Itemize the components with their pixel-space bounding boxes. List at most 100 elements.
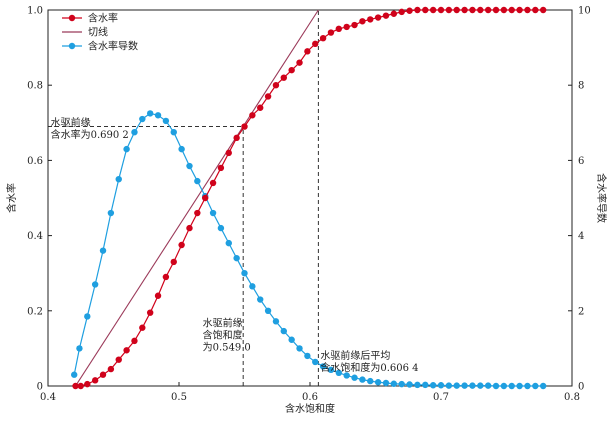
derivative-point (390, 380, 398, 387)
legend-swatch-marker (68, 42, 76, 50)
water-cut-point (296, 59, 303, 66)
water-cut-point (484, 6, 492, 14)
legend-label: 含水率导数 (88, 40, 138, 53)
water-cut-point (398, 8, 405, 16)
derivative-point (492, 382, 500, 390)
legend-label: 切线 (88, 26, 108, 39)
water-cut-point (162, 273, 170, 281)
water-cut-point (539, 6, 547, 14)
derivative-point (524, 382, 531, 390)
derivative-point (532, 382, 539, 390)
water-cut-point (351, 21, 358, 29)
x-tick-label: 0.6 (302, 392, 318, 403)
annotation-text: 水驱前缘 (51, 116, 91, 129)
legend-label: 含水率 (88, 12, 118, 25)
water-cut-point (414, 6, 421, 14)
x-axis-title: 含水饱和度 (285, 402, 335, 415)
x-tick-label: 0.4 (40, 392, 56, 403)
derivative-point (359, 376, 366, 383)
water-cut-point (429, 6, 437, 14)
axes (47, 9, 573, 387)
y-right-axis-title: 含水率导数 (595, 173, 608, 223)
derivative-point (469, 382, 476, 389)
water-cut-point (178, 241, 185, 249)
derivative-point (170, 129, 177, 136)
water-cut-point (461, 6, 468, 14)
derivative-point (146, 110, 154, 117)
derivative-point (422, 381, 429, 389)
derivative-point (76, 345, 83, 352)
water-cut-point (374, 14, 382, 21)
water-cut-point (91, 377, 99, 384)
water-cut-point (390, 10, 398, 17)
water-cut-point (123, 347, 130, 354)
y-left-tick-label: 0.4 (27, 231, 43, 242)
water-cut-point (327, 29, 335, 36)
derivative-point (343, 372, 350, 379)
water-cut-point (319, 35, 327, 42)
derivative-point (508, 382, 515, 390)
derivative-point (139, 115, 146, 123)
y-right-tick-label: 4 (578, 231, 584, 242)
water-cut-point (233, 134, 240, 142)
water-cut-point (241, 123, 248, 130)
water-cut-point (154, 292, 162, 299)
derivative-point (327, 366, 335, 374)
annotation-text: 水驱前缘后平均 (320, 349, 390, 362)
water-cut-point (508, 6, 515, 14)
annotation-text: 含水率为0.690 2 (51, 128, 129, 141)
water-cut-point (422, 6, 429, 14)
water-cut-point (288, 66, 295, 74)
derivative-point (374, 379, 382, 386)
derivative-point (445, 382, 453, 389)
derivative-point (233, 254, 240, 262)
water-cut-point (406, 7, 413, 14)
derivative-point (312, 358, 319, 366)
derivative-point (123, 145, 130, 153)
derivative-point (351, 374, 358, 381)
derivative-point (264, 307, 272, 314)
derivative-point (382, 379, 390, 387)
water-cut-point (382, 12, 390, 19)
water-cut-point (359, 18, 366, 25)
water-cut-point (524, 6, 531, 14)
x-tick-label: 0.7 (433, 392, 449, 403)
y-right-tick-label: 8 (578, 81, 584, 92)
y-left-tick-label: 0 (37, 382, 43, 393)
derivative-point (249, 283, 256, 290)
y-left-tick-label: 0.6 (27, 156, 43, 167)
water-cut-point (257, 104, 264, 111)
derivative-point (241, 270, 248, 277)
derivative-point (71, 371, 78, 378)
water-cut-point (225, 149, 232, 157)
derivative-point (194, 177, 201, 185)
derivative-point (477, 382, 484, 389)
derivative-point (461, 382, 468, 389)
annotation-text: 含饱和度 (203, 328, 243, 341)
y-left-tick-label: 0.8 (27, 81, 43, 92)
annotation-text: 含水饱和度为0.606 4 (320, 361, 418, 374)
water-cut-point (445, 6, 453, 14)
water-cut-point (217, 164, 225, 172)
water-cut-point (437, 6, 445, 14)
derivative-point (406, 381, 413, 388)
water-cut-point (72, 382, 79, 390)
water-cut-point (84, 380, 91, 388)
derivative-line (73, 112, 544, 387)
derivative-point (131, 129, 138, 136)
derivative-point (209, 209, 217, 217)
derivative-point (280, 327, 287, 335)
derivative-point (84, 313, 91, 320)
derivative-point (319, 363, 327, 370)
y-right-tick-label: 2 (578, 306, 584, 317)
water-cut-point (500, 6, 508, 14)
derivative-point (516, 382, 523, 390)
water-cut-point (170, 258, 177, 266)
y-right-tick-label: 10 (578, 6, 591, 17)
derivative-point (162, 117, 170, 125)
water-cut-point (532, 6, 539, 14)
annotation-text: 水驱前缘 (203, 316, 243, 329)
